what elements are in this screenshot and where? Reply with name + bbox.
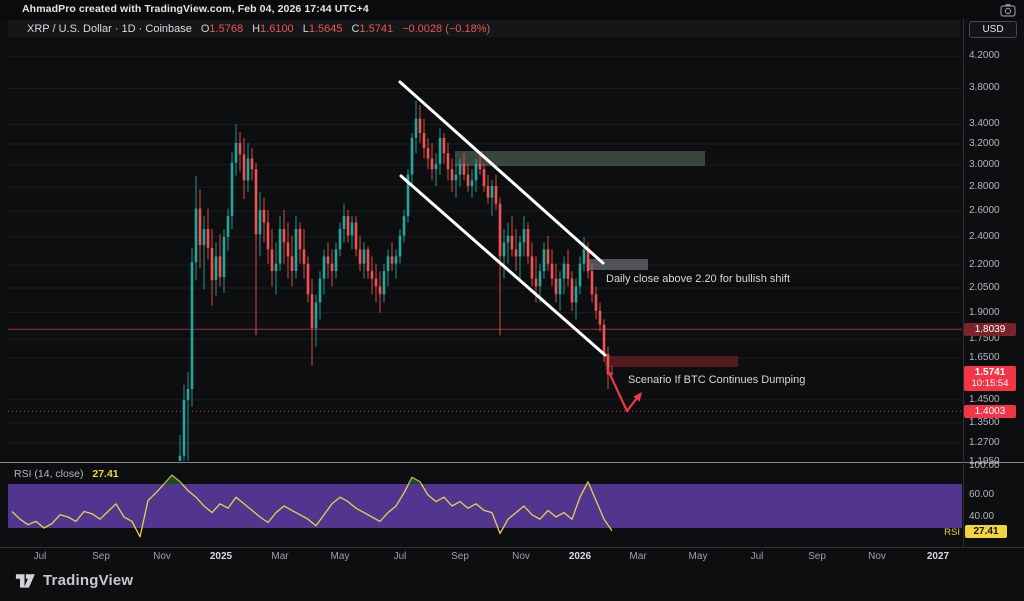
open-label: O [200,22,210,35]
high-value: 1.6100 [260,22,294,35]
rsi-axis-label: 60.00 [969,489,995,500]
rsi-legend-value: 27.41 [92,468,119,480]
alert-price-badge-upper: 1.8039 [964,323,1016,336]
time-axis-year-label: 2025 [209,551,233,562]
time-axis-month-label: Nov [868,551,886,562]
tradingview-logo-icon [15,574,35,588]
attribution-text: AhmadPro created with TradingView.com, F… [22,3,369,15]
rsi-axis-label: 100.00 [969,460,1000,471]
time-axis-month-label: Nov [153,551,171,562]
rsi-indicator-legend[interactable]: RSI (14, close) 27.41 [14,468,119,480]
price-axis-label: 2.6000 [969,205,1000,216]
close-label: C [351,22,360,35]
open-value: 1.5768 [209,22,244,35]
high-label: H [252,22,261,35]
time-axis-month-label: Jul [750,551,764,562]
price-axis-label: 1.4500 [969,394,1000,405]
price-axis-label: 1.9000 [969,307,1000,318]
price-axis-label: 1.2700 [969,437,1000,448]
symbol-title[interactable]: XRP / U.S. Dollar · 1D · Coinbase [27,22,192,35]
price-axis-label: 4.2000 [969,50,1000,61]
annotation-bullish-note[interactable]: Daily close above 2.20 for bullish shift [606,273,791,285]
time-axis-month-label: May [688,551,708,562]
time-axis-month-label: Mar [271,551,289,562]
tradingview-logo-text: TradingView [43,571,134,589]
price-axis-label: 3.4000 [969,118,1000,129]
rsi-axis-label: 40.00 [969,511,995,522]
price-axis-label: 2.2000 [969,259,1000,270]
time-axis-month-label: Sep [451,551,469,562]
camera-icon[interactable] [1000,3,1016,17]
price-axis-label: 3.8000 [969,82,1000,93]
tradingview-logo[interactable]: TradingView [14,570,133,590]
change-value: −0.0028 (−0.18%) [402,22,491,35]
close-value: 1.5741 [359,22,394,35]
symbol-legend-row[interactable]: XRP / U.S. Dollar · 1D · Coinbase O 1.57… [8,20,960,37]
bar-countdown: 10:15:54 [971,378,1009,389]
alert-price-badge-lower: 1.4003 [964,405,1016,418]
attribution-bar: AhmadPro created with TradingView.com, F… [0,0,1024,19]
time-axis-month-label: Mar [629,551,647,562]
rsi-value-badge: 27.41 [965,525,1007,538]
time-axis-month-label: Sep [808,551,826,562]
price-axis-label: 1.3500 [969,417,1000,428]
annotation-bearish-note[interactable]: Scenario If BTC Continues Dumping [628,374,806,386]
time-axis-month-label: Nov [512,551,530,562]
price-axis-label: 2.0500 [969,282,1000,293]
currency-toggle-button[interactable]: USD [969,21,1017,38]
price-axis-label: 3.0000 [969,159,1000,170]
time-axis-month-label: May [330,551,350,562]
price-axis-label: 2.4000 [969,231,1000,242]
rsi-mini-label: RSI [944,527,960,538]
low-value: 1.5645 [308,22,343,35]
price-axis-label: 1.1950 [969,456,1000,467]
low-label: L [302,22,309,35]
last-price-value: 1.5741 [974,367,1006,378]
price-axis-label: 2.8000 [969,181,1000,192]
time-axis-month-label: Sep [92,551,110,562]
price-axis-label: 1.6500 [969,352,1000,363]
time-axis-year-label: 2027 [926,551,950,562]
time-axis-month-label: Jul [33,551,47,562]
rsi-legend-title: RSI (14, close) [14,468,84,480]
price-axis-label: 3.2000 [969,138,1000,149]
time-axis-month-label: Jul [393,551,407,562]
time-axis-year-label: 2026 [568,551,592,562]
price-axis-label: 1.7500 [969,333,1000,344]
last-price-badge: 1.5741 10:15:54 [964,366,1016,391]
